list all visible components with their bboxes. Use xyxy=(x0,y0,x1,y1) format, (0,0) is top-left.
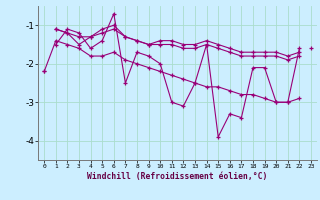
X-axis label: Windchill (Refroidissement éolien,°C): Windchill (Refroidissement éolien,°C) xyxy=(87,172,268,181)
